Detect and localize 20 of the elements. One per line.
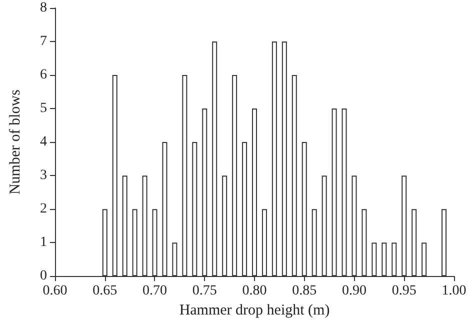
x-tick-label: 0.80 [242, 284, 267, 299]
x-tick-label: 0.75 [192, 284, 217, 299]
y-tick-label: 3 [40, 168, 47, 184]
y-tick-label: 6 [40, 68, 47, 83]
y-tick-label: 5 [40, 101, 47, 116]
y-tick-label: 0 [40, 268, 47, 284]
y-axis-title: Number of blows [8, 89, 24, 195]
x-tick-label: 0.95 [392, 284, 416, 299]
x-tick-label: 0.60 [42, 284, 68, 299]
y-tick-label: 7 [40, 34, 47, 50]
y-tick-label: 8 [40, 0, 47, 16]
x-tick-label: 0.70 [142, 284, 167, 299]
x-tick-label: 1.00 [442, 284, 466, 299]
y-tick-label: 2 [40, 202, 47, 217]
x-axis-title: Hammer drop height (m) [179, 302, 330, 318]
x-tick-label: 0.85 [292, 284, 317, 299]
y-tick-label: 1 [40, 235, 47, 250]
x-tick-label: 0.65 [92, 284, 118, 299]
y-tick-label: 4 [40, 134, 47, 150]
x-tick-label: 0.90 [342, 284, 366, 299]
